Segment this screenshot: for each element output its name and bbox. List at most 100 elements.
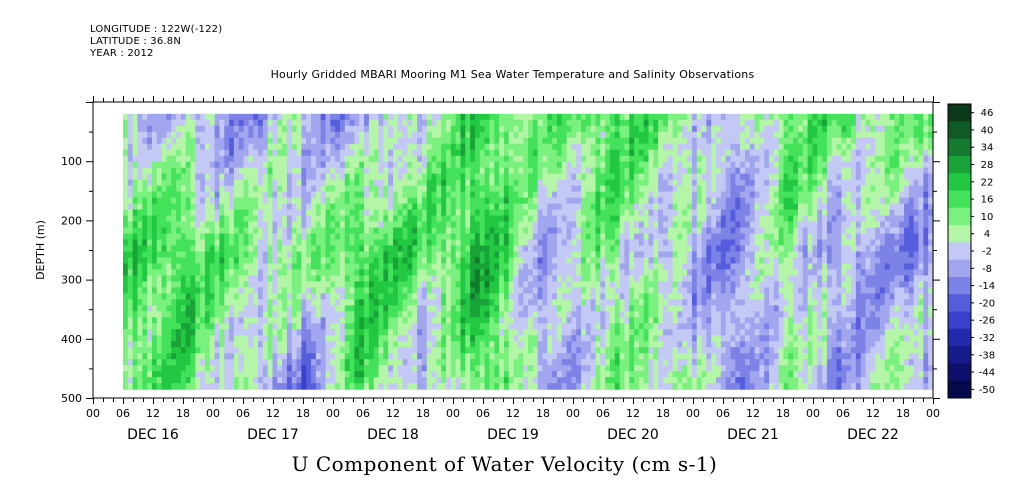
heatmap-cell xyxy=(518,311,524,318)
heatmap-cell xyxy=(325,119,331,127)
heatmap-cell xyxy=(253,209,259,217)
heatmap-cell xyxy=(518,383,524,390)
heatmap-cell xyxy=(609,185,616,193)
heatmap-cell xyxy=(267,149,274,157)
heatmap-cell xyxy=(364,191,370,199)
heatmap-cell xyxy=(233,347,240,354)
heatmap-cell xyxy=(383,293,389,300)
heatmap-cell xyxy=(537,383,544,390)
heatmap-cell xyxy=(142,239,148,247)
heatmap-cell xyxy=(417,293,423,300)
heatmap-cell xyxy=(368,281,375,288)
heatmap-cell xyxy=(320,149,327,157)
heatmap-cell xyxy=(426,311,433,318)
heatmap-cell xyxy=(542,311,548,318)
heatmap-cell xyxy=(238,179,245,187)
heatmap-cell xyxy=(277,143,283,151)
heatmap-cell xyxy=(151,215,158,223)
heatmap-cell xyxy=(537,371,544,378)
heatmap-cell xyxy=(200,353,206,360)
heatmap-cell xyxy=(561,125,568,133)
heatmap-cell xyxy=(600,299,606,306)
heatmap-cell xyxy=(581,335,587,342)
heatmap-cell xyxy=(123,341,129,348)
heatmap-cell xyxy=(479,149,486,157)
heatmap-cell xyxy=(624,257,630,265)
heatmap-cell xyxy=(426,179,433,187)
heatmap-cell xyxy=(605,269,611,277)
heatmap-cell xyxy=(614,203,621,211)
heatmap-cell xyxy=(489,335,495,342)
heatmap-cell xyxy=(166,143,172,151)
heatmap-cell xyxy=(547,293,553,300)
heatmap-cell xyxy=(368,155,375,163)
heatmap-cell xyxy=(233,227,240,235)
heatmap-cell xyxy=(233,125,240,133)
heatmap-cell xyxy=(393,353,399,360)
heatmap-cell xyxy=(142,257,148,265)
heatmap-cell xyxy=(368,161,375,169)
heatmap-cell xyxy=(470,257,476,265)
heatmap-cell xyxy=(474,137,481,145)
heatmap-cell xyxy=(156,377,163,384)
heatmap-cell xyxy=(489,257,495,265)
heatmap-cell xyxy=(286,317,293,324)
heatmap-cell xyxy=(465,353,471,360)
heatmap-cell xyxy=(528,221,534,229)
heatmap-cell xyxy=(286,281,293,288)
heatmap-cell xyxy=(229,209,235,217)
heatmap-cell xyxy=(407,245,413,253)
heatmap-cell xyxy=(142,113,148,121)
heatmap-cell xyxy=(132,257,139,265)
heatmap-cell xyxy=(238,239,245,247)
heatmap-cell xyxy=(291,239,298,247)
heatmap-cell xyxy=(320,257,327,265)
heatmap-cell xyxy=(253,383,259,390)
heatmap-cell xyxy=(561,317,568,324)
heatmap-cell xyxy=(518,131,524,139)
heatmap-cell xyxy=(532,233,539,241)
heatmap-cell xyxy=(214,149,221,157)
heatmap-cell xyxy=(335,191,341,199)
heatmap-cell xyxy=(542,143,548,151)
heatmap-cell xyxy=(127,215,134,223)
heatmap-cell xyxy=(421,227,428,235)
heatmap-cell xyxy=(166,113,172,121)
heatmap-cell xyxy=(373,305,380,312)
heatmap-cell xyxy=(267,119,274,127)
heatmap-cell xyxy=(180,125,187,133)
heatmap-cell xyxy=(272,227,278,235)
heatmap-cell xyxy=(359,347,365,354)
heatmap-cell xyxy=(629,197,635,205)
heatmap-cell xyxy=(446,179,452,187)
heatmap-cell xyxy=(296,173,302,181)
heatmap-cell xyxy=(373,341,380,348)
heatmap-cell xyxy=(291,365,298,372)
heatmap-cell xyxy=(407,239,413,247)
heatmap-cell xyxy=(566,155,572,163)
heatmap-cell xyxy=(465,221,471,229)
heatmap-cell xyxy=(378,173,384,181)
heatmap-cell xyxy=(581,329,587,336)
heatmap-cell xyxy=(142,251,148,259)
heatmap-cell xyxy=(296,125,302,133)
heatmap-cell xyxy=(561,209,568,217)
heatmap-cell xyxy=(547,209,553,217)
heatmap-cell xyxy=(393,143,399,151)
heatmap-cell xyxy=(455,311,462,318)
heatmap-cell xyxy=(277,329,283,336)
heatmap-cell xyxy=(638,197,645,205)
heatmap-cell xyxy=(349,311,356,318)
heatmap-cell xyxy=(402,341,409,348)
heatmap-cell xyxy=(561,347,568,354)
heatmap-cell xyxy=(282,245,288,253)
heatmap-cell xyxy=(484,119,491,127)
heatmap-cell xyxy=(489,251,495,259)
heatmap-cell xyxy=(258,299,264,306)
heatmap-cell xyxy=(450,371,457,378)
heatmap-cell xyxy=(436,203,442,211)
heatmap-cell xyxy=(209,203,216,211)
heatmap-cell xyxy=(151,113,158,121)
heatmap-cell xyxy=(412,341,418,348)
heatmap-cell xyxy=(634,281,640,288)
